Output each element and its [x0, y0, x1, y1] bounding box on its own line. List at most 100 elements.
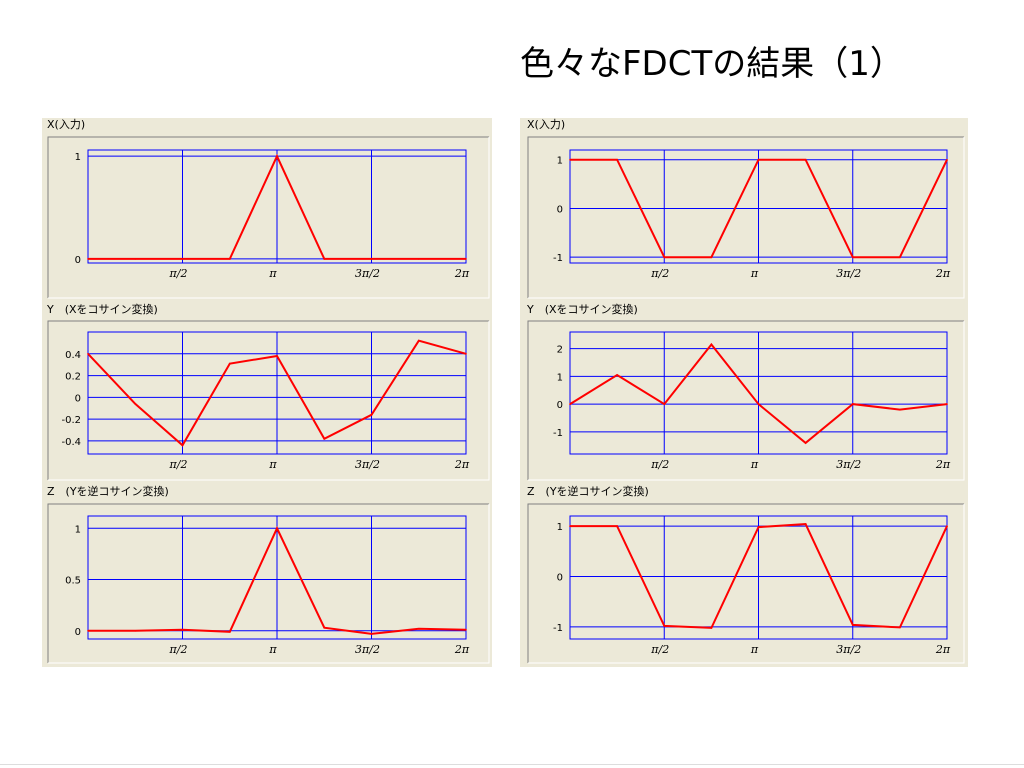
- data-point: [228, 258, 231, 260]
- x-tick-label: π/2: [650, 643, 669, 656]
- chart-frame-highlight: [528, 504, 965, 664]
- data-point: [465, 352, 467, 355]
- chart-frame: [527, 136, 964, 298]
- y-tick-label: -0.2: [61, 415, 81, 426]
- data-point: [899, 256, 901, 258]
- data-point: [276, 527, 278, 530]
- x-tick-label: π/2: [169, 267, 188, 280]
- data-point: [181, 628, 184, 631]
- chart-title: Y (Xをコサイン変換): [526, 302, 638, 316]
- footer-divider: [0, 764, 1024, 765]
- data-point: [370, 413, 373, 416]
- data-point: [134, 630, 137, 632]
- chart-title: Z (Yを逆コサイン変換): [527, 484, 649, 498]
- y-tick-label: 0.5: [65, 576, 81, 587]
- data-point: [710, 343, 713, 346]
- chart-frame: [47, 136, 489, 298]
- y-tick-label: 0: [75, 627, 81, 638]
- y-tick-label: -1: [553, 623, 563, 634]
- data-point: [757, 403, 760, 405]
- left-chart-panel: X(入力) 0 1 π/2 π 3π/2 2π Y (Xをコサイン変換) 0.4 0.2 0 -0.2…: [42, 118, 492, 667]
- data-point: [757, 526, 760, 528]
- chart-frame: [527, 320, 964, 480]
- data-point: [663, 625, 666, 627]
- data-point: [228, 631, 231, 633]
- data-point: [663, 256, 666, 258]
- data-point: [134, 258, 137, 260]
- data-point: [569, 525, 571, 527]
- data-point: [616, 158, 618, 161]
- chart-title: X(入力): [527, 118, 565, 131]
- data-point: [946, 158, 948, 161]
- data-point: [134, 403, 137, 405]
- chart-frame: [47, 320, 489, 480]
- data-point: [323, 437, 326, 440]
- data-point: [417, 627, 420, 630]
- x-tick-label: 3π/2: [836, 458, 861, 471]
- data-point: [323, 258, 326, 260]
- y-tick-label: 0: [75, 393, 81, 404]
- data-point: [899, 626, 901, 629]
- data-point: [946, 403, 948, 405]
- y-tick-label: 1: [557, 156, 563, 167]
- data-point: [276, 355, 278, 357]
- y-tick-label: 0: [557, 572, 563, 583]
- x-tick-label: 3π/2: [836, 643, 861, 656]
- chart-frame-highlight: [528, 321, 965, 481]
- data-point: [899, 408, 901, 411]
- x-tick-label: 2π: [935, 458, 951, 471]
- x-tick-label: 2π: [454, 267, 470, 280]
- right-chart-panel: X(入力) 1 0 -1 π/2 π 3π/2 2π Y (Xをコサイン変換) 2 1 0 -1 π/2 π…: [520, 118, 968, 667]
- right-charts-svg: X(入力) 1 0 -1 π/2 π 3π/2 2π Y (Xをコサイン変換) 2 1 0 -1 π/2 π…: [526, 118, 965, 664]
- data-point: [370, 258, 373, 260]
- x-tick-label: 3π/2: [355, 643, 380, 656]
- x-tick-label: 3π/2: [355, 458, 380, 471]
- chart-frame: [47, 503, 489, 663]
- x-tick-label: π/2: [169, 458, 188, 471]
- chart-frame-highlight: [48, 137, 490, 299]
- chart-5: Z (Yを逆コサイン変換) 1 0 -1 π/2 π 3π/2 2π: [527, 484, 965, 664]
- y-tick-label: -1: [553, 253, 563, 264]
- data-point: [87, 352, 89, 355]
- data-point: [710, 627, 713, 629]
- data-point: [228, 362, 231, 365]
- chart-frame-highlight: [48, 321, 490, 481]
- chart-2: Z (Yを逆コサイン変換) 1 0.5 0 π/2 π 3π/2 2π: [47, 484, 490, 664]
- data-point: [465, 258, 467, 260]
- data-point: [370, 633, 373, 635]
- y-tick-label: 0.4: [65, 350, 81, 361]
- data-point: [181, 258, 184, 260]
- x-tick-label: π/2: [169, 643, 188, 656]
- x-tick-label: π: [268, 643, 277, 656]
- data-point: [465, 628, 467, 631]
- x-tick-label: 3π/2: [836, 267, 861, 280]
- y-tick-label: 0.2: [65, 372, 81, 383]
- data-point: [851, 624, 854, 626]
- chart-frame: [527, 503, 964, 663]
- chart-1: Y (Xをコサイン変換) 0.4 0.2 0 -0.2 -0.4 π/2 π 3π/2 2π: [46, 302, 490, 481]
- data-point: [417, 258, 420, 260]
- x-tick-label: π: [750, 643, 759, 656]
- data-point: [851, 403, 854, 405]
- x-tick-label: π/2: [650, 267, 669, 280]
- y-tick-label: 2: [557, 345, 563, 356]
- x-tick-label: π: [750, 458, 759, 471]
- x-tick-label: 2π: [935, 643, 951, 656]
- chart-title: X(入力): [47, 118, 85, 131]
- chart-frame-highlight: [48, 504, 490, 664]
- data-point: [616, 374, 618, 376]
- data-point: [181, 444, 184, 447]
- left-charts-svg: X(入力) 0 1 π/2 π 3π/2 2π Y (Xをコサイン変換) 0.4 0.2 0 -0.2…: [46, 118, 490, 664]
- data-point: [87, 258, 89, 260]
- x-tick-label: 2π: [454, 458, 470, 471]
- y-tick-label: 0: [557, 204, 563, 215]
- data-point: [804, 442, 807, 444]
- chart-3: X(入力) 1 0 -1 π/2 π 3π/2 2π: [527, 118, 965, 299]
- data-point: [851, 256, 854, 258]
- x-tick-label: 3π/2: [355, 267, 380, 280]
- data-point: [663, 403, 666, 405]
- x-tick-label: π: [268, 458, 277, 471]
- slide-title: 色々なFDCTの結果（1）: [520, 44, 904, 84]
- data-point: [569, 403, 571, 405]
- data-point: [276, 155, 278, 157]
